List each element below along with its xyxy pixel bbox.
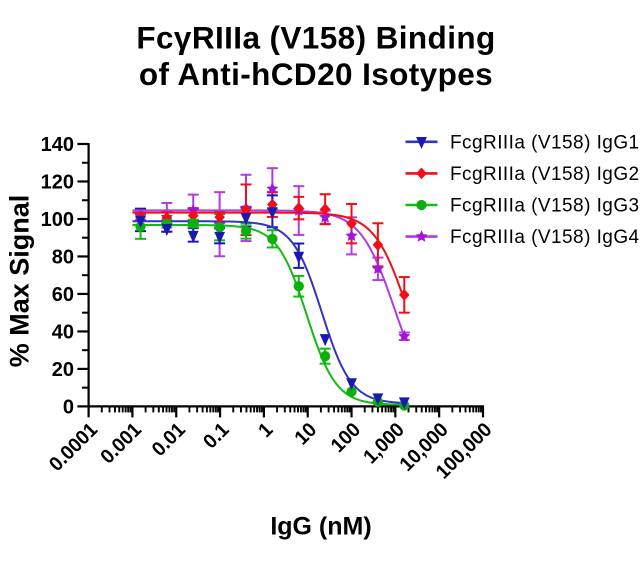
svg-text:0: 0 [63,397,74,419]
svg-text:FcgRIIIa (V158) IgG3: FcgRIIIa (V158) IgG3 [450,196,640,217]
svg-text:80: 80 [52,247,74,269]
svg-text:of Anti-hCD20 Isotypes: of Anti-hCD20 Isotypes [139,56,493,92]
svg-text:FcγRIIIa (V158) Binding: FcγRIIIa (V158) Binding [136,20,495,56]
svg-text:100: 100 [41,209,74,231]
svg-text:120: 120 [41,172,74,194]
svg-text:20: 20 [52,359,74,381]
svg-text:140: 140 [41,134,74,156]
svg-text:60: 60 [52,284,74,306]
svg-text:FcgRIIIa (V158) IgG2: FcgRIIIa (V158) IgG2 [450,164,640,185]
svg-text:40: 40 [52,322,74,344]
svg-text:IgG (nM): IgG (nM) [270,512,371,540]
svg-text:FcgRIIIa (V158) IgG1: FcgRIIIa (V158) IgG1 [450,132,640,153]
svg-text:FcgRIIIa (V158) IgG4: FcgRIIIa (V158) IgG4 [450,227,640,248]
svg-text:% Max Signal: % Max Signal [5,195,35,368]
